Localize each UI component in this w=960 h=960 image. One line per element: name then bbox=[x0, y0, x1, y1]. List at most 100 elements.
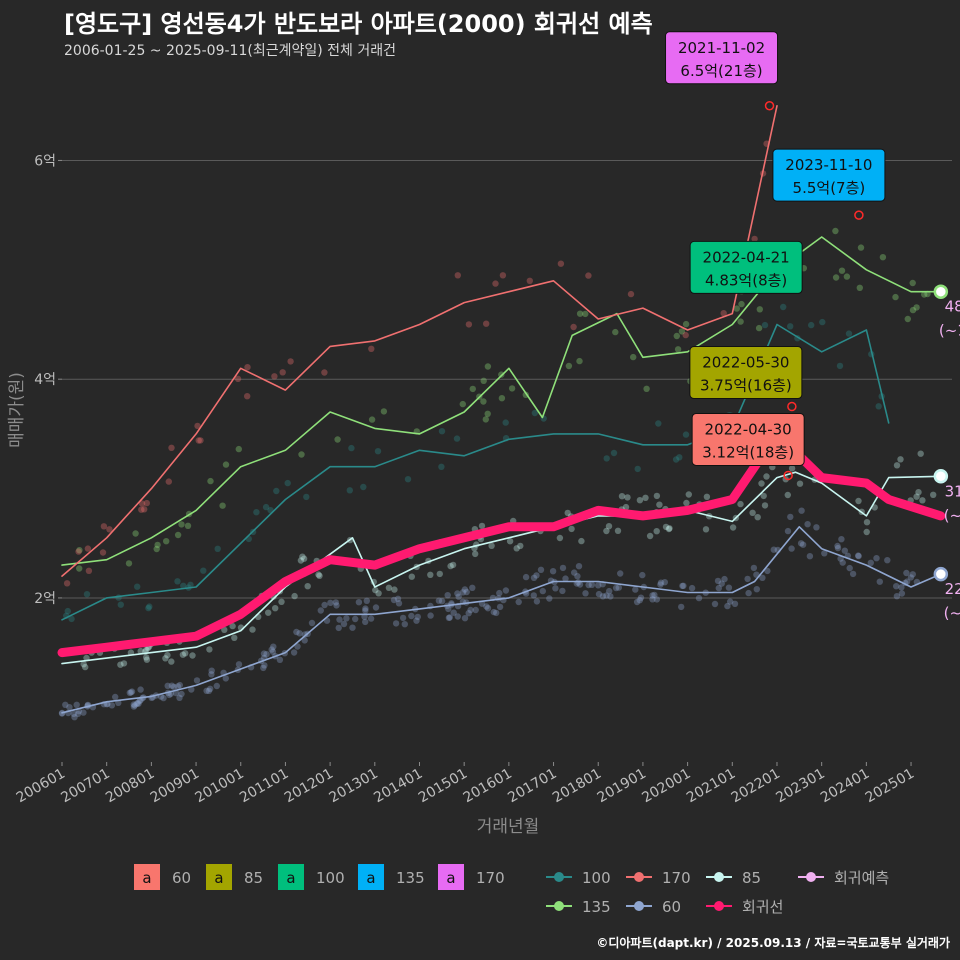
transaction-point bbox=[162, 655, 169, 662]
transaction-point bbox=[653, 492, 661, 500]
transaction-point bbox=[469, 584, 476, 591]
y-tick-label: 6억 bbox=[34, 153, 56, 169]
transaction-point bbox=[75, 548, 82, 555]
transaction-point bbox=[893, 593, 901, 600]
transaction-point bbox=[493, 609, 500, 617]
legend-swatch bbox=[438, 864, 464, 890]
transaction-point bbox=[279, 369, 286, 376]
transaction-point bbox=[685, 491, 692, 498]
grid-lines bbox=[62, 159, 952, 599]
transaction-point bbox=[893, 583, 900, 590]
transaction-point bbox=[595, 590, 603, 598]
annotation-box bbox=[689, 240, 803, 294]
transaction-point bbox=[141, 506, 148, 513]
transaction-point bbox=[163, 538, 170, 545]
transaction-point bbox=[100, 523, 108, 530]
transaction-point bbox=[753, 586, 760, 593]
transaction-point bbox=[127, 689, 135, 696]
transaction-point bbox=[599, 593, 607, 600]
transaction-point bbox=[268, 646, 275, 653]
transaction-point bbox=[656, 501, 663, 508]
transaction-point bbox=[234, 375, 242, 382]
transaction-point bbox=[63, 580, 71, 587]
transaction-point bbox=[610, 449, 618, 457]
transaction-point bbox=[636, 497, 644, 504]
transaction-point bbox=[368, 345, 375, 352]
transaction-point bbox=[444, 592, 451, 599]
transaction-point bbox=[291, 592, 298, 600]
transaction-point bbox=[498, 395, 506, 402]
transaction-point bbox=[575, 579, 582, 586]
transaction-point bbox=[576, 357, 583, 365]
transaction-point bbox=[408, 612, 415, 620]
transaction-point bbox=[137, 686, 144, 693]
transaction-point bbox=[502, 587, 510, 594]
transaction-point bbox=[74, 710, 82, 718]
transaction-point bbox=[856, 284, 863, 291]
transaction-point bbox=[180, 582, 187, 589]
transaction-point bbox=[195, 437, 202, 444]
transaction-point bbox=[222, 461, 230, 468]
x-tick-label: 202201 bbox=[729, 766, 783, 807]
transaction-point bbox=[909, 306, 917, 314]
transaction-point bbox=[174, 683, 182, 690]
transaction-point bbox=[863, 519, 871, 526]
transaction-point bbox=[508, 385, 516, 392]
x-axis-title: 거래년월 bbox=[477, 817, 540, 837]
transaction-point bbox=[702, 526, 710, 533]
transaction-point bbox=[187, 581, 194, 588]
transaction-point bbox=[176, 681, 183, 689]
x-tick-label: 201301 bbox=[327, 766, 381, 807]
transaction-point bbox=[788, 465, 796, 472]
transaction-point bbox=[168, 682, 176, 689]
transaction-point bbox=[571, 569, 578, 576]
legend-swatch bbox=[206, 864, 232, 890]
transaction-point bbox=[343, 615, 350, 622]
transaction-point bbox=[64, 607, 72, 615]
legend-swatch-glyph: a bbox=[446, 869, 455, 887]
transaction-point bbox=[459, 589, 467, 596]
transaction-point bbox=[472, 550, 479, 558]
transaction-point bbox=[799, 541, 807, 548]
transaction-point bbox=[269, 648, 277, 655]
transaction-point bbox=[530, 574, 538, 581]
transaction-point bbox=[808, 321, 815, 329]
end-value-label: 48,000 bbox=[945, 298, 960, 316]
transaction-point bbox=[612, 328, 619, 336]
transaction-point bbox=[913, 304, 920, 311]
transaction-point bbox=[134, 583, 141, 590]
transaction-point bbox=[755, 324, 763, 332]
x-tick-label: 202301 bbox=[773, 766, 827, 807]
transaction-point bbox=[352, 615, 359, 623]
transaction-point bbox=[454, 613, 461, 620]
transaction-point bbox=[614, 527, 622, 534]
transaction-point bbox=[612, 584, 620, 592]
transaction-point bbox=[655, 420, 662, 427]
transaction-point bbox=[482, 416, 489, 423]
transaction-point bbox=[136, 697, 143, 705]
transaction-point bbox=[408, 573, 415, 580]
transaction-point bbox=[184, 522, 192, 529]
transaction-point bbox=[168, 444, 175, 451]
transaction-point bbox=[666, 525, 673, 532]
transaction-point bbox=[263, 651, 270, 658]
transaction-point bbox=[832, 227, 839, 235]
transaction-point bbox=[362, 605, 369, 612]
transaction-point bbox=[884, 557, 891, 564]
transaction-point bbox=[229, 622, 236, 630]
transaction-point bbox=[682, 431, 690, 438]
x-tick-label: 202001 bbox=[639, 766, 693, 807]
transaction-point bbox=[193, 677, 201, 684]
transaction-point bbox=[165, 478, 172, 485]
transaction-point bbox=[438, 463, 445, 470]
transaction-point bbox=[166, 691, 173, 699]
transaction-point bbox=[465, 610, 472, 617]
transaction-point bbox=[490, 608, 497, 616]
transaction-point bbox=[128, 688, 136, 695]
transaction-point bbox=[843, 273, 851, 280]
transaction-point bbox=[909, 571, 916, 578]
transaction-point bbox=[711, 600, 719, 608]
transaction-point bbox=[375, 590, 382, 597]
transaction-point bbox=[662, 523, 670, 531]
annotation-date: 2022-04-21 bbox=[703, 248, 790, 266]
